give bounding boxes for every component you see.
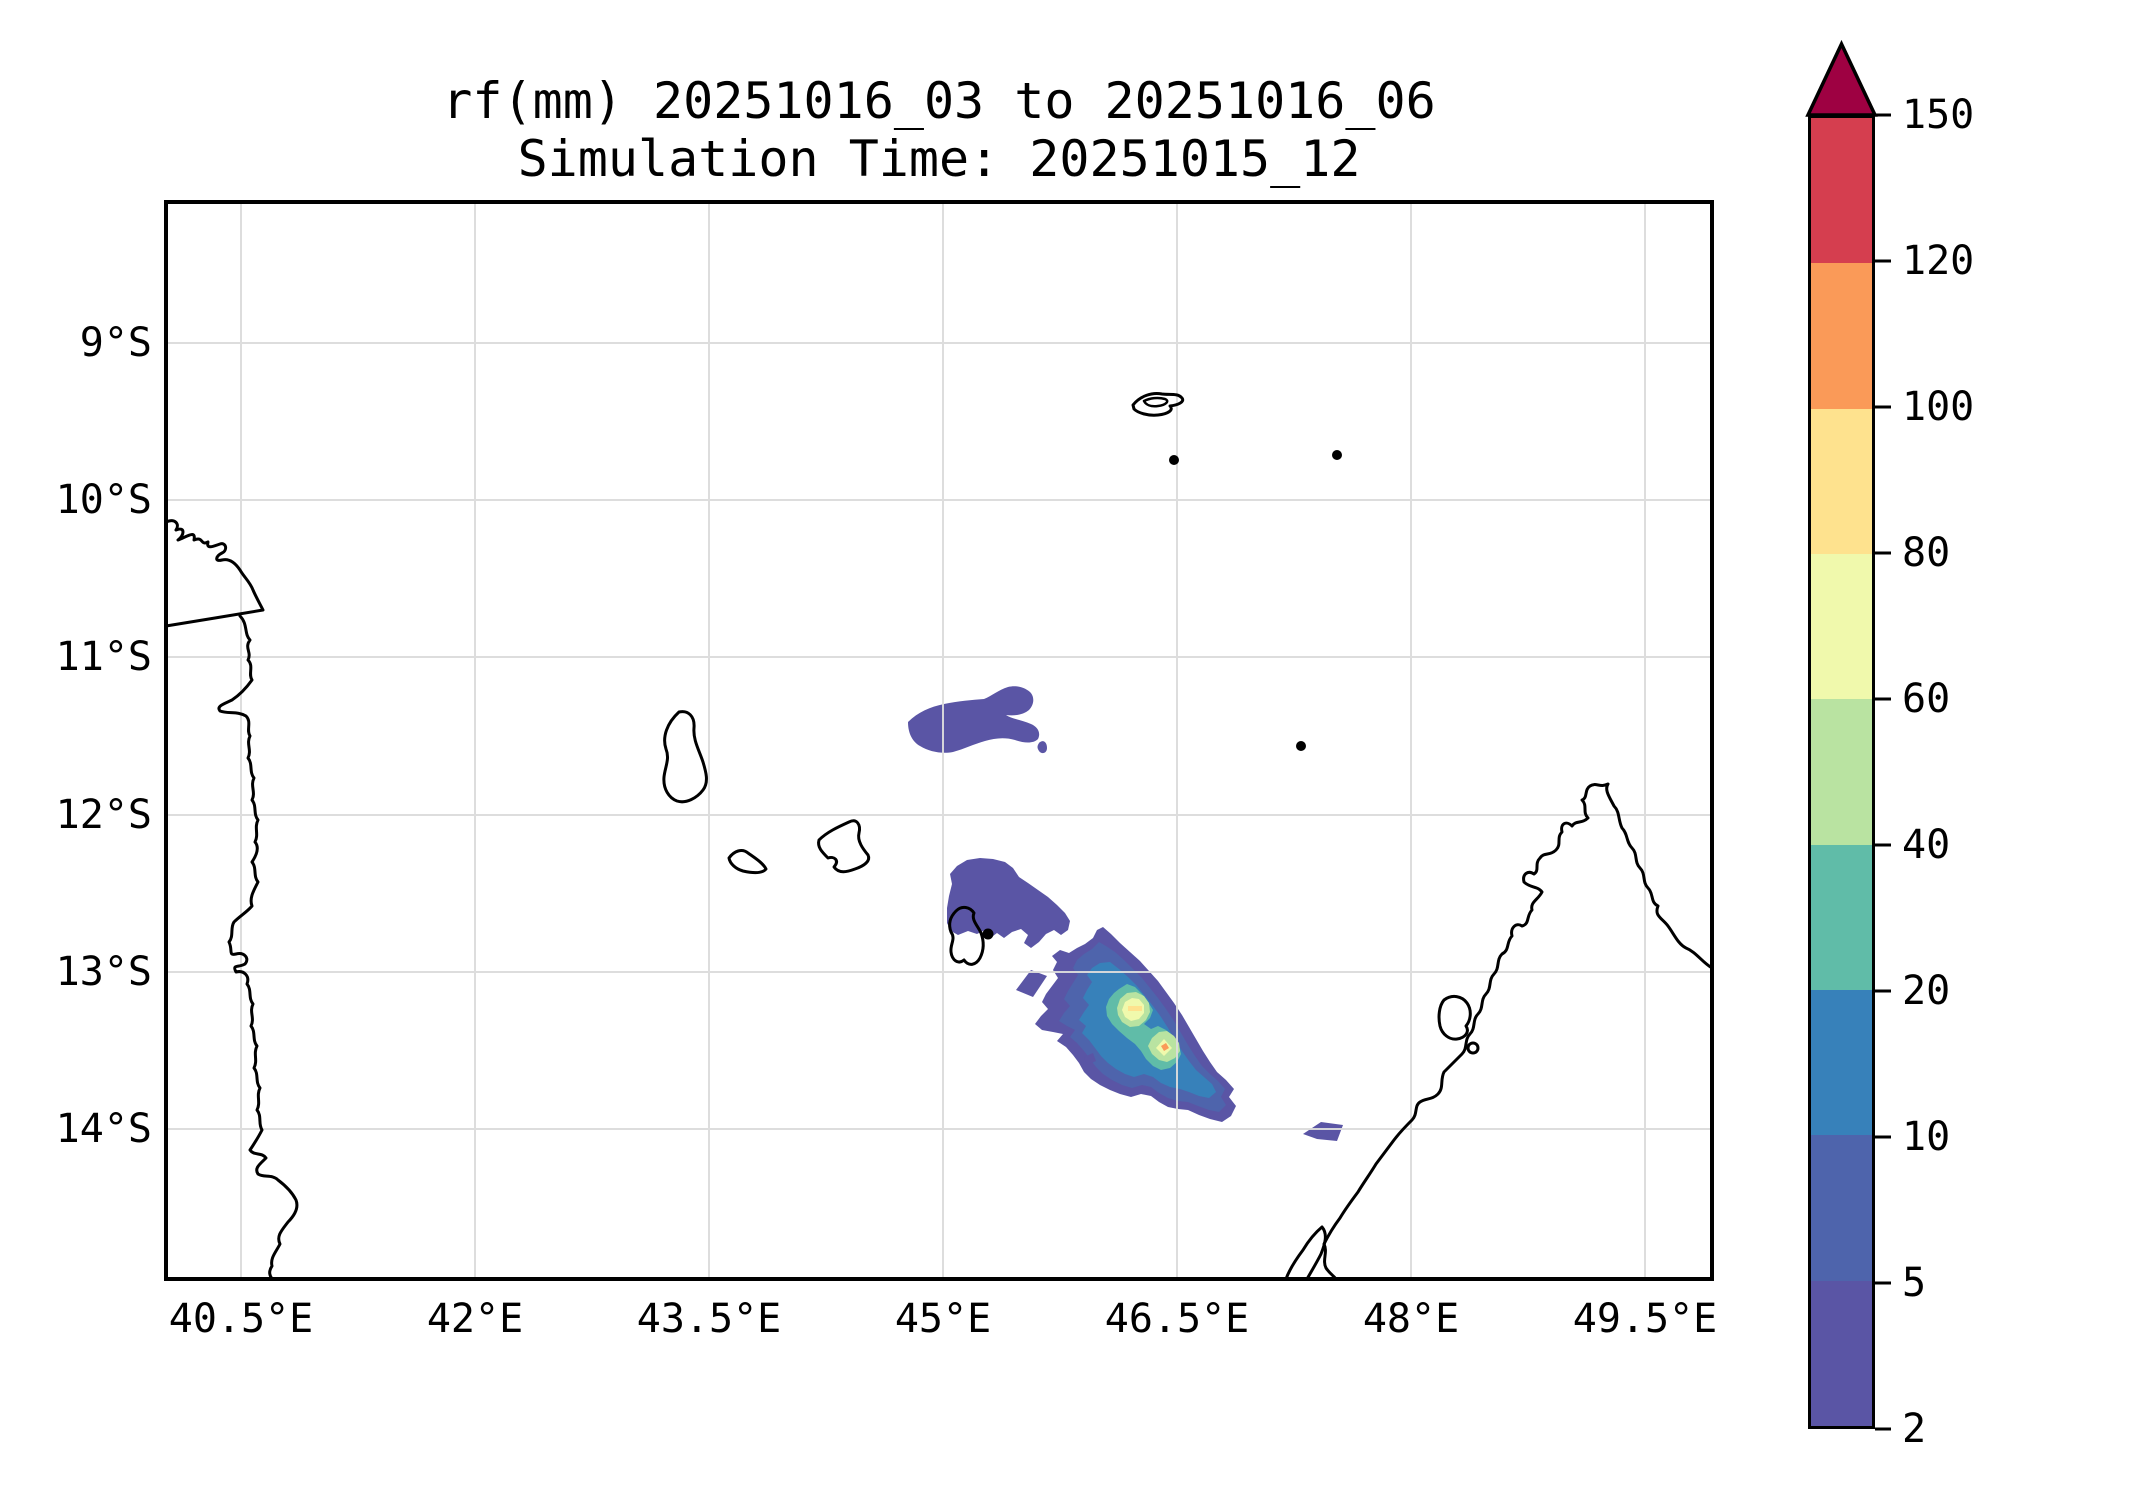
coastlines [164, 392, 1714, 1281]
rain-patch-southeast [1303, 1122, 1343, 1141]
colorbar-tick-mark-4 [1875, 697, 1891, 701]
plot-title: rf(mm) 20251016_03 to 20251016_06 [442, 72, 1436, 130]
colorbar-tick-mark-8 [1875, 1281, 1891, 1285]
colorbar-tick-mark-5 [1875, 843, 1891, 847]
rain-droplet [1037, 741, 1047, 754]
colorbar-segment-0 [1811, 118, 1872, 264]
colorbar-tick-label-120: 120 [1902, 238, 1975, 284]
rain-contour-fills [908, 686, 1343, 1141]
colorbar-tick-label-5: 5 [1902, 1260, 1927, 1306]
islet-cosmoledo [1332, 450, 1342, 460]
colorbar-segment-4 [1811, 699, 1872, 845]
x-tick-label-5: 48°E [1362, 1296, 1460, 1342]
plot-subtitle: Simulation Time: 20251015_12 [517, 130, 1361, 188]
colorbar-over-arrow [1805, 40, 1878, 117]
colorbar-tick-mark-7 [1875, 1135, 1891, 1139]
coastline-africa-north [164, 519, 265, 628]
x-tick-label-6: 49.5°E [1572, 1296, 1718, 1342]
colorbar-tick-mark-6 [1875, 989, 1891, 993]
colorbar-segment-5 [1811, 844, 1872, 990]
x-tick-label-1: 42°E [426, 1296, 524, 1342]
colorbar [1808, 115, 1875, 1429]
gridlines [166, 202, 1712, 1279]
coastline-aldabra [1131, 392, 1185, 417]
colorbar-tick-label-150: 150 [1902, 92, 1975, 138]
coastline-aldabra-lagoon [1142, 396, 1169, 408]
coastline-grande-comore [662, 710, 708, 804]
y-tick-label-1: 10°S [55, 477, 152, 523]
islet-nosy-komba [1466, 1041, 1480, 1055]
y-tick-label-4: 13°S [55, 949, 152, 995]
colorbar-segment-6 [1811, 989, 1872, 1136]
colorbar-tick-mark-3 [1875, 551, 1891, 555]
coastline-nosy-be [1437, 994, 1472, 1041]
coastline-anjouan [817, 819, 871, 874]
colorbar-tick-mark-1 [1875, 259, 1891, 263]
map-frame [164, 200, 1714, 1281]
coastline-madagascar-peninsula [1284, 1225, 1327, 1281]
x-tick-label-3: 45°E [894, 1296, 992, 1342]
coastline-mayotte-islet [982, 928, 994, 940]
colorbar-segment-2 [1811, 408, 1872, 554]
rain-upper-80mm-core [1128, 1006, 1142, 1011]
colorbar-tick-mark-2 [1875, 405, 1891, 409]
colorbar-tick-label-80: 80 [1902, 530, 1951, 576]
coastline-mayotte [948, 905, 985, 966]
coastline-moheli [727, 849, 768, 875]
colorbar-segment-1 [1811, 263, 1872, 409]
coastline-madagascar [1322, 782, 1714, 1281]
colorbar-tick-label-10: 10 [1902, 1114, 1951, 1160]
x-tick-label-4: 46.5°E [1104, 1296, 1250, 1342]
rain-dot-southwest [1084, 1053, 1096, 1065]
colorbar-tick-label-100: 100 [1902, 384, 1975, 430]
colorbar-tick-mark-0 [1875, 113, 1891, 117]
y-tick-label-5: 14°S [55, 1106, 152, 1152]
colorbar-tick-label-60: 60 [1902, 676, 1951, 722]
x-tick-label-0: 40.5°E [168, 1296, 314, 1342]
colorbar-tick-mark-9 [1875, 1427, 1891, 1431]
colorbar-tick-label-2: 2 [1902, 1406, 1927, 1452]
y-tick-label-2: 11°S [55, 634, 152, 680]
colorbar-segment-8 [1811, 1280, 1872, 1426]
coastline-africa-south [217, 614, 299, 1281]
x-tick-label-2: 43.5°E [636, 1296, 782, 1342]
islet-glorioso [1296, 741, 1306, 751]
y-tick-label-0: 9°S [79, 320, 152, 366]
islet-assumption [1169, 455, 1179, 465]
colorbar-segment-3 [1811, 553, 1872, 700]
colorbar-segment-7 [1811, 1135, 1872, 1281]
y-tick-label-3: 12°S [55, 792, 152, 838]
rain-arm-mayotte [947, 858, 1070, 948]
colorbar-tick-label-40: 40 [1902, 822, 1951, 868]
rain-patch-north-band [908, 686, 1040, 753]
rain-lower-100mm-core [1161, 1043, 1169, 1051]
rain-patch-parallelogram [1016, 970, 1047, 997]
colorbar-tick-label-20: 20 [1902, 968, 1951, 1014]
